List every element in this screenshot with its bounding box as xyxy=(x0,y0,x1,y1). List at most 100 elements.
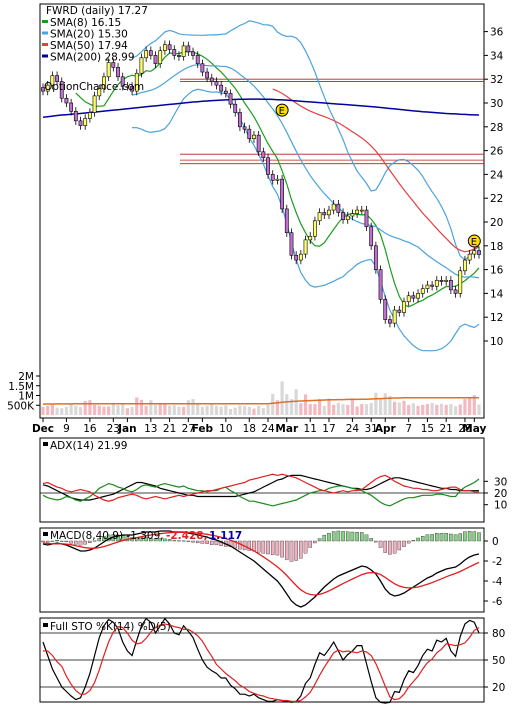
candle-body xyxy=(205,71,209,79)
volume-bar xyxy=(50,404,54,415)
candle-body xyxy=(73,111,78,122)
macd-histogram-bar xyxy=(228,540,233,548)
crossover-marker-glyph: E xyxy=(471,237,477,248)
volume-bar xyxy=(224,405,228,415)
volume-bar xyxy=(46,405,50,415)
candle-body xyxy=(467,253,472,261)
bollinger-lower-line xyxy=(132,88,480,352)
macd-histogram-bar xyxy=(167,539,172,542)
macd-histogram-bar xyxy=(444,533,448,542)
date-tick-label: 23 xyxy=(107,423,120,435)
macd-histogram-bar xyxy=(50,540,55,542)
volume-bar xyxy=(186,400,190,415)
legend-label: SMA(8) 16.15 xyxy=(50,17,121,29)
volume-bar xyxy=(153,404,158,415)
macd-histogram-bar xyxy=(467,531,472,542)
volume-bar xyxy=(252,408,256,415)
candle-body xyxy=(350,213,355,217)
macd-histogram-bar xyxy=(266,540,270,555)
volume-bar xyxy=(336,402,340,415)
date-tick-label: 27 xyxy=(182,423,195,435)
volume-bar xyxy=(421,404,425,415)
macd-histogram-bar xyxy=(102,536,106,542)
legend-label: SMA(50) 17.94 xyxy=(50,40,128,52)
macd-histogram-bar xyxy=(186,540,191,542)
volume-bar xyxy=(205,405,209,415)
volume-bar xyxy=(388,395,392,415)
volume-bar xyxy=(257,405,261,415)
macd-histogram-bar xyxy=(158,538,162,542)
macd-histogram-bar xyxy=(388,540,392,555)
macd-histogram-bar xyxy=(303,540,308,554)
candle-body xyxy=(420,288,425,294)
macd-histogram-bar xyxy=(308,540,312,548)
price-y-tick-label: 24 xyxy=(490,169,504,181)
candle-body xyxy=(266,157,270,175)
price-y-tick-label: 22 xyxy=(490,193,503,205)
macd-histogram-bar xyxy=(60,540,64,542)
macd-histogram-bar xyxy=(195,540,200,544)
candle-body xyxy=(158,50,163,65)
macd-histogram-bar xyxy=(355,532,359,542)
macd-histogram-bar xyxy=(406,540,411,544)
ma-line-sma-20-15-30 xyxy=(131,64,480,279)
date-tick-label: 16 xyxy=(83,423,97,435)
macd-histogram-bar xyxy=(92,540,97,542)
price-y-tick-label: 14 xyxy=(490,288,504,300)
candle-body xyxy=(392,309,397,324)
volume-bar xyxy=(247,406,251,415)
volume-bar xyxy=(453,406,458,415)
macd-histogram-bar xyxy=(210,540,214,545)
volume-bar xyxy=(88,400,92,415)
macd-y-tick-label: 0 xyxy=(492,536,499,548)
candle-body xyxy=(275,178,280,181)
date-tick-label: May xyxy=(462,423,486,435)
candle-body xyxy=(87,112,92,119)
stochastic-d-line xyxy=(43,623,480,702)
volume-bar xyxy=(261,407,265,415)
candle-body xyxy=(453,289,458,294)
macd-legend-label: -2.428, xyxy=(166,530,208,542)
legend-swatch-sma-20-15-30 xyxy=(42,31,48,35)
macd-histogram-bar xyxy=(191,540,195,543)
date-tick-label: Mar xyxy=(275,423,299,435)
volume-bar xyxy=(116,405,120,415)
volume-bar xyxy=(299,403,303,415)
macd-histogram-bar xyxy=(425,534,430,542)
bollinger-upper-line xyxy=(131,20,480,261)
price-title: FWRD (daily) 17.27 xyxy=(46,5,148,17)
candle-body xyxy=(373,245,378,270)
volume-bar xyxy=(350,398,355,415)
macd-histogram-bar xyxy=(439,533,444,542)
macd-legend-label: 1.117 xyxy=(209,530,242,542)
candle-body xyxy=(313,220,317,237)
adx-legend-swatch xyxy=(43,442,48,446)
macd-histogram-bar xyxy=(55,540,59,542)
macd-histogram-bar xyxy=(327,532,331,542)
crossover-marker xyxy=(467,234,481,248)
volume-bar xyxy=(97,405,101,415)
price-y-tick-label: 32 xyxy=(490,74,503,86)
volume-bar xyxy=(121,404,125,415)
candle-body xyxy=(439,280,444,282)
candle-body xyxy=(327,209,331,216)
volume-bar xyxy=(397,402,401,415)
candle-body xyxy=(402,301,406,313)
candle-body xyxy=(341,212,345,220)
watermark: OptionChance.com xyxy=(44,81,144,93)
candle-body xyxy=(280,178,284,210)
volume-bar xyxy=(285,394,289,415)
adx-line-di xyxy=(42,478,480,507)
date-tick-label: 21 xyxy=(163,423,176,435)
macd-histogram-bar xyxy=(69,540,73,544)
candle-body xyxy=(120,76,125,87)
candle-body xyxy=(102,76,106,90)
volume-bar xyxy=(468,397,472,415)
candle-body xyxy=(92,95,97,113)
candle-body xyxy=(416,293,420,299)
candle-body xyxy=(308,235,313,241)
legend-swatch-sma-8-16-15 xyxy=(42,20,48,23)
macd-histogram-bar xyxy=(477,532,481,542)
candle-body xyxy=(261,151,266,159)
